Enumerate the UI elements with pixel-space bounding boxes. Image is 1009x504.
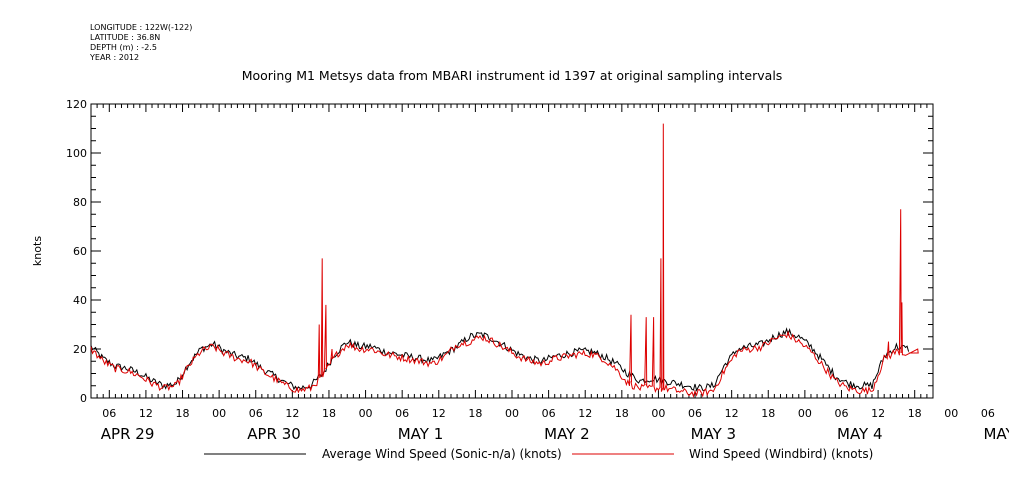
series-line-windbird-wind-speed — [90, 123, 919, 399]
x-tick-label: 12 — [432, 407, 446, 420]
x-tick-label: 00 — [359, 407, 373, 420]
x-tick-label: 06 — [395, 407, 409, 420]
day-label: MAY 3 — [691, 425, 737, 443]
x-tick-label: 00 — [798, 407, 812, 420]
x-tick-labels: 06 12 18 00 06 12 18 00 06 12 18 00 06 12 18 00 06 12 18 00… — [102, 407, 995, 420]
x-tick-label: 18 — [908, 407, 922, 420]
y-tick-label: 60 — [73, 245, 87, 258]
y-tick-labels: 0 20 40 60 80 100 120 — [66, 98, 87, 405]
header-latitude: LATITUDE : 36.8N — [90, 33, 160, 42]
day-label: MAY 1 — [398, 425, 444, 443]
x-tick-label: 00 — [505, 407, 519, 420]
x-tick-label: 12 — [725, 407, 739, 420]
chart-title: Mooring M1 Metsys data from MBARI instru… — [242, 68, 783, 83]
series-lines — [90, 123, 919, 399]
header-year: YEAR : 2012 — [89, 53, 139, 62]
legend-label-windbird: Wind Speed (Windbird) (knots) — [689, 447, 873, 461]
x-tick-label: 06 — [542, 407, 556, 420]
x-tick-label: 18 — [615, 407, 629, 420]
legend: Average Wind Speed (Sonic-n/a) (knots) W… — [204, 447, 873, 461]
series-line-average-wind-speed — [90, 327, 910, 392]
day-label: MAY 4 — [837, 425, 883, 443]
day-label: APR 30 — [247, 425, 301, 443]
x-tick-label: 06 — [834, 407, 848, 420]
x-tick-label: 18 — [176, 407, 190, 420]
x-tick-label: 12 — [285, 407, 299, 420]
x-tick-label: 12 — [578, 407, 592, 420]
x-tick-label: 06 — [249, 407, 263, 420]
header-depth: DEPTH (m) : -2.5 — [90, 43, 157, 52]
x-tick-label: 12 — [871, 407, 885, 420]
day-label: MAY 2 — [544, 425, 590, 443]
x-tick-label: 06 — [981, 407, 995, 420]
x-tick-label: 18 — [761, 407, 775, 420]
x-tick-label: 12 — [139, 407, 153, 420]
y-tick-label: 20 — [73, 343, 87, 356]
x-tick-label: 06 — [688, 407, 702, 420]
x-tick-label: 00 — [651, 407, 665, 420]
x-tick-label: 18 — [468, 407, 482, 420]
y-tick-label: 100 — [66, 147, 87, 160]
y-tick-label: 80 — [73, 196, 87, 209]
day-label: APR 29 — [101, 425, 155, 443]
header-info: LONGITUDE : 122W(-122) LATITUDE : 36.8N … — [89, 23, 192, 62]
day-label: MAY 5 — [983, 425, 1009, 443]
y-tick-label: 40 — [73, 294, 87, 307]
x-tick-label: 00 — [944, 407, 958, 420]
header-longitude: LONGITUDE : 122W(-122) — [90, 23, 192, 32]
x-tick-label: 06 — [102, 407, 116, 420]
x-tick-label: 00 — [212, 407, 226, 420]
y-tick-label: 120 — [66, 98, 87, 111]
legend-label-average: Average Wind Speed (Sonic-n/a) (knots) — [322, 447, 562, 461]
y-axis-label: knots — [31, 236, 44, 266]
x-tick-label: 18 — [322, 407, 336, 420]
y-tick-label: 0 — [80, 392, 87, 405]
